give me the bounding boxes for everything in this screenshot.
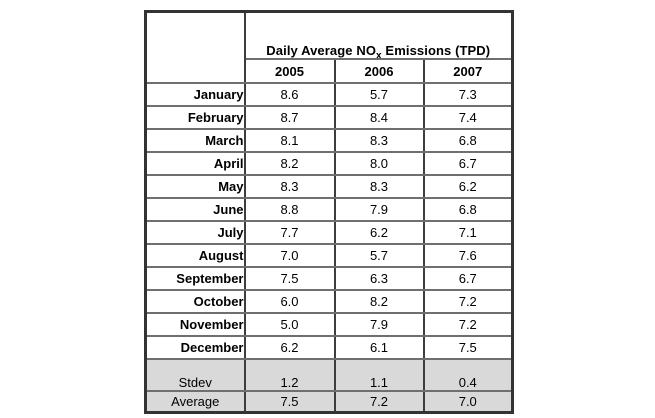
value-cell: 7.4	[422, 105, 514, 130]
value-cell: 8.2	[243, 151, 336, 176]
value-cell: 6.7	[422, 266, 514, 291]
month-label-cell: March	[144, 128, 246, 153]
title-subscript: x	[376, 50, 382, 59]
month-label-cell: September	[144, 266, 246, 291]
value-cell: 6.3	[333, 266, 425, 291]
value-cell: 7.5	[243, 390, 336, 414]
value-cell: 7.0	[243, 243, 336, 268]
value-cell: 8.3	[243, 174, 336, 199]
average-row: Average 7.5 7.2 7.0	[144, 390, 514, 414]
value-cell: 1.2	[243, 358, 336, 392]
value-cell: 6.1	[333, 335, 425, 360]
month-label-cell: May	[144, 174, 246, 199]
month-row: December 6.2 6.1 7.5	[144, 335, 514, 360]
year-header-2006: 2006	[333, 58, 425, 84]
month-row: March 8.1 8.3 6.8	[144, 128, 514, 153]
value-cell: 7.0	[422, 390, 514, 414]
month-label-cell: December	[144, 335, 246, 360]
month-label-cell: June	[144, 197, 246, 222]
stdev-row: Stdev 1.2 1.1 0.4	[144, 358, 514, 392]
value-cell: 7.2	[333, 390, 425, 414]
month-label-cell: August	[144, 243, 246, 268]
value-cell: 6.2	[243, 335, 336, 360]
month-label-cell: April	[144, 151, 246, 176]
value-cell: 5.7	[333, 82, 425, 107]
month-row: January 8.6 5.7 7.3	[144, 82, 514, 107]
month-row: February 8.7 8.4 7.4	[144, 105, 514, 130]
emissions-table: Daily Average NOx Emissions (TPD) 2005 2…	[144, 10, 515, 414]
value-cell: 7.5	[243, 266, 336, 291]
value-cell: 6.8	[422, 128, 514, 153]
value-cell: 8.3	[333, 174, 425, 199]
value-cell: 6.7	[422, 151, 514, 176]
title-suffix: Emissions (TPD)	[381, 43, 491, 58]
month-label-cell: February	[144, 105, 246, 130]
value-cell: 7.9	[333, 312, 425, 337]
month-label-cell: July	[144, 220, 246, 245]
value-cell: 8.8	[243, 197, 336, 222]
value-cell: 0.4	[422, 358, 514, 392]
value-cell: 8.6	[243, 82, 336, 107]
value-cell: 5.0	[243, 312, 336, 337]
month-row: July 7.7 6.2 7.1	[144, 220, 514, 245]
value-cell: 8.4	[333, 105, 425, 130]
value-cell: 7.5	[422, 335, 514, 360]
value-cell: 5.7	[333, 243, 425, 268]
month-row: April 8.2 8.0 6.7	[144, 151, 514, 176]
value-cell: 6.2	[422, 174, 514, 199]
value-cell: 7.1	[422, 220, 514, 245]
value-cell: 6.2	[333, 220, 425, 245]
month-row: August 7.0 5.7 7.6	[144, 243, 514, 268]
value-cell: 7.7	[243, 220, 336, 245]
title-row: Daily Average NOx Emissions (TPD)	[144, 10, 514, 84]
value-cell: 8.1	[243, 128, 336, 153]
month-label-cell: January	[144, 82, 246, 107]
value-cell: 7.3	[422, 82, 514, 107]
month-row: May 8.3 8.3 6.2	[144, 174, 514, 199]
value-cell: 1.1	[333, 358, 425, 392]
table-title: Daily Average NOx Emissions (TPD)	[243, 10, 514, 60]
average-label-cell: Average	[144, 390, 246, 414]
value-cell: 7.9	[333, 197, 425, 222]
title-prefix: Daily Average NO	[266, 43, 377, 58]
year-header-2007: 2007	[422, 58, 514, 84]
value-cell: 8.7	[243, 105, 336, 130]
value-cell: 8.2	[333, 289, 425, 314]
value-cell: 7.2	[422, 289, 514, 314]
month-row: September 7.5 6.3 6.7	[144, 266, 514, 291]
value-cell: 7.2	[422, 312, 514, 337]
value-cell: 6.0	[243, 289, 336, 314]
month-label-cell: October	[144, 289, 246, 314]
stdev-label-cell: Stdev	[144, 358, 246, 392]
value-cell: 6.8	[422, 197, 514, 222]
value-cell: 7.6	[422, 243, 514, 268]
value-cell: 8.3	[333, 128, 425, 153]
corner-cell	[144, 10, 246, 84]
month-row: October 6.0 8.2 7.2	[144, 289, 514, 314]
month-row: June 8.8 7.9 6.8	[144, 197, 514, 222]
month-row: November 5.0 7.9 7.2	[144, 312, 514, 337]
year-header-2005: 2005	[243, 58, 336, 84]
year-header-row: 2005 2006 2007	[146, 58, 514, 84]
value-cell: 8.0	[333, 151, 425, 176]
month-label-cell: November	[144, 312, 246, 337]
